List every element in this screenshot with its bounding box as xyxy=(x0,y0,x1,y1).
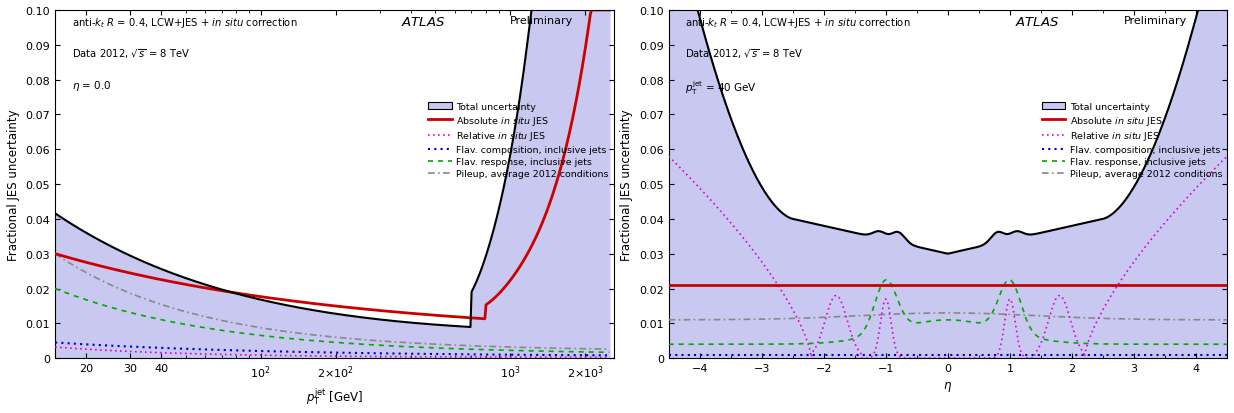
Text: $\mathit{ATLAS}$: $\mathit{ATLAS}$ xyxy=(401,16,445,29)
Text: $\eta$ = 0.0: $\eta$ = 0.0 xyxy=(72,78,111,93)
Text: anti-$k_{t}$ $R$ = 0.4, LCW+JES + $in\ situ$ correction: anti-$k_{t}$ $R$ = 0.4, LCW+JES + $in\ s… xyxy=(72,16,297,30)
Y-axis label: Fractional JES uncertainty: Fractional JES uncertainty xyxy=(7,109,20,260)
Legend: Total uncertainty, Absolute $in\ situ$ JES, Relative $in\ situ$ JES, Flav. compo: Total uncertainty, Absolute $in\ situ$ J… xyxy=(1041,102,1223,178)
Text: anti-$k_{t}$ $R$ = 0.4, LCW+JES + $in\ situ$ correction: anti-$k_{t}$ $R$ = 0.4, LCW+JES + $in\ s… xyxy=(685,16,911,30)
Y-axis label: Fractional JES uncertainty: Fractional JES uncertainty xyxy=(621,109,633,260)
X-axis label: $\eta$: $\eta$ xyxy=(943,379,953,393)
Legend: Total uncertainty, Absolute $in\ situ$ JES, Relative $in\ situ$ JES, Flav. compo: Total uncertainty, Absolute $in\ situ$ J… xyxy=(428,102,608,178)
Text: Data 2012, $\sqrt{s}$ = 8 TeV: Data 2012, $\sqrt{s}$ = 8 TeV xyxy=(72,47,190,61)
X-axis label: $p_{\mathrm{T}}^{\mathrm{jet}}$ [GeV]: $p_{\mathrm{T}}^{\mathrm{jet}}$ [GeV] xyxy=(306,385,363,406)
Text: $\mathit{ATLAS}$: $\mathit{ATLAS}$ xyxy=(1014,16,1059,29)
Text: Preliminary: Preliminary xyxy=(510,16,574,26)
Text: $p_{\mathrm{T}}^{\mathrm{jet}}$ = 40 GeV: $p_{\mathrm{T}}^{\mathrm{jet}}$ = 40 GeV xyxy=(685,78,758,97)
Text: Data 2012, $\sqrt{s}$ = 8 TeV: Data 2012, $\sqrt{s}$ = 8 TeV xyxy=(685,47,803,61)
Text: Preliminary: Preliminary xyxy=(1124,16,1187,26)
